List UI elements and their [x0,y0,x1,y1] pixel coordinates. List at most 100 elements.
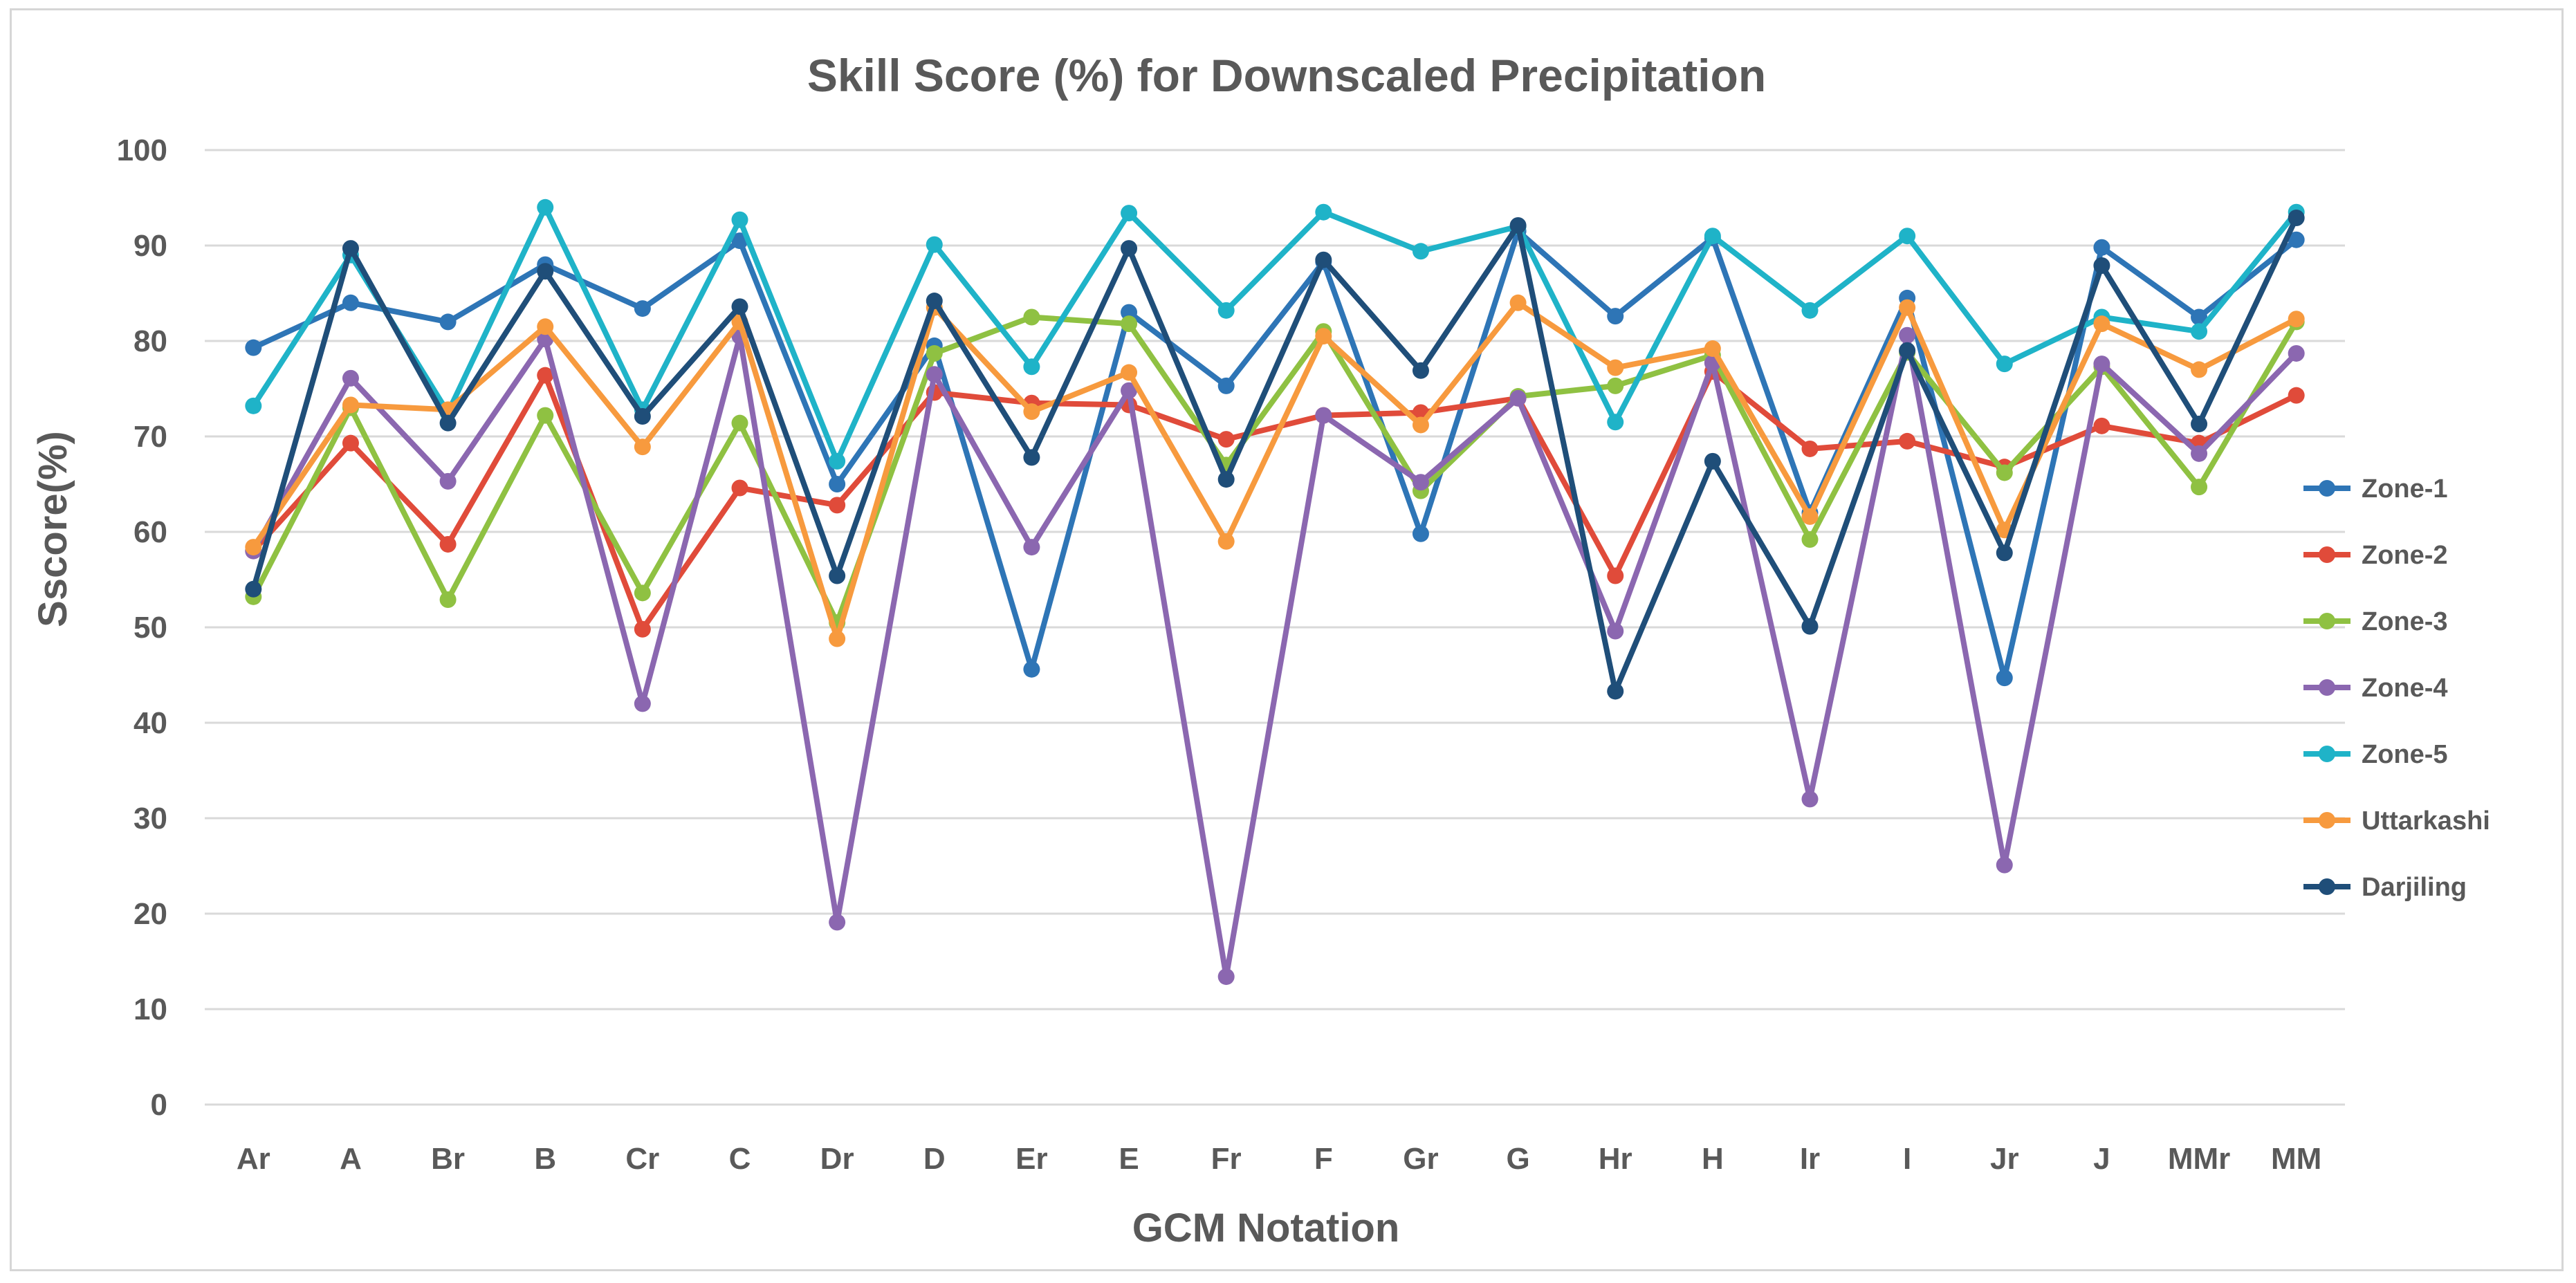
data-point [1996,544,2013,562]
y-tick-label: 100 [117,133,167,167]
data-point [439,472,457,490]
data-point [342,240,359,257]
data-point [1607,567,1624,584]
data-point [1607,414,1624,431]
x-tick-label: H [1702,1142,1724,1176]
data-point [245,397,262,414]
data-point [1607,359,1624,376]
x-tick-label: I [1903,1142,1911,1176]
data-point [2093,257,2110,274]
x-tick-label: Hr [1599,1142,1632,1176]
data-point [2093,417,2110,434]
data-point [926,366,943,383]
legend-label: Zone-3 [2362,607,2448,636]
data-point [2093,356,2110,373]
legend-marker [2319,546,2335,563]
y-tick-label: 50 [134,611,167,645]
data-point [1023,403,1040,421]
data-point [342,434,359,452]
data-point [342,294,359,311]
data-point [1412,416,1429,434]
data-point [1899,342,1916,359]
data-point [634,620,651,638]
legend-marker [2319,613,2335,629]
series-line [250,332,2299,980]
legend-label: Zone-1 [2362,474,2448,504]
data-point [1217,377,1235,394]
x-tick-label: D [923,1142,946,1176]
legend-marker [2319,480,2335,497]
y-tick-label: 80 [134,324,167,358]
x-tick-label: E [1119,1142,1139,1176]
data-point [1121,304,1138,321]
data-point [245,580,262,598]
data-point [1412,525,1429,542]
data-point [2191,323,2208,340]
data-point [731,298,748,315]
y-tick-label: 70 [134,420,167,454]
legend-marker [2319,746,2335,762]
y-tick-label: 90 [134,229,167,263]
data-point [439,535,457,553]
x-tick-label: G [1506,1142,1529,1176]
data-point [1023,449,1040,466]
data-point [537,318,554,335]
x-tick-label: MM [2271,1142,2321,1176]
data-point [1315,251,1332,268]
data-point [537,367,554,384]
legend-label: Darjiling [2362,873,2467,902]
data-point [926,344,943,362]
legend-label: Zone-5 [2362,740,2448,769]
data-series [245,199,2305,986]
legend-entry: Uttarkashi [2303,806,2490,836]
data-point [1412,474,1429,491]
data-point [1217,471,1235,488]
data-point [537,407,554,424]
legend-label: Uttarkashi [2362,806,2490,836]
data-point [1217,533,1235,550]
data-point [1315,203,1332,221]
data-point [634,408,651,425]
x-tick-label: Br [431,1142,465,1176]
legend-marker [2319,878,2335,895]
data-point [1023,661,1040,678]
data-point [829,476,846,492]
data-point [439,414,457,432]
data-point [1607,308,1624,325]
series-line [252,228,2299,681]
data-point [1801,531,1819,548]
x-tick-label: Cr [625,1142,659,1176]
data-point [245,539,262,556]
data-point [1121,315,1138,333]
x-axis-title: GCM Notation [1132,1206,1400,1250]
data-point [1704,452,1721,470]
data-point [2191,361,2208,378]
series-line [250,216,2299,694]
x-tick-label: Ar [237,1142,270,1176]
x-tick-label: J [2093,1142,2110,1176]
gridlines [205,149,2345,1106]
series-uttarkashi [245,294,2305,647]
legend-entry: Zone-2 [2303,541,2448,570]
series-zone-2 [245,363,2305,638]
data-point [439,313,457,331]
x-tick-label: Gr [1403,1142,1438,1176]
legend-marker [2319,679,2335,696]
data-point [1217,968,1235,986]
data-point [634,300,651,317]
data-point [1801,791,1819,808]
data-point [1217,431,1235,448]
data-point [1412,362,1429,379]
data-point [829,567,846,584]
chart-title: Skill Score (%) for Downscaled Precipita… [807,50,1766,101]
legend-entry: Zone-5 [2303,740,2448,769]
y-tick-label: 10 [134,993,167,1026]
y-tick-label: 30 [134,802,167,836]
series-darjiling [245,209,2305,700]
data-point [1996,856,2013,874]
legend-entry: Darjiling [2303,873,2467,902]
data-point [1315,328,1332,345]
legend-marker [2319,812,2335,829]
data-point [1121,240,1138,257]
